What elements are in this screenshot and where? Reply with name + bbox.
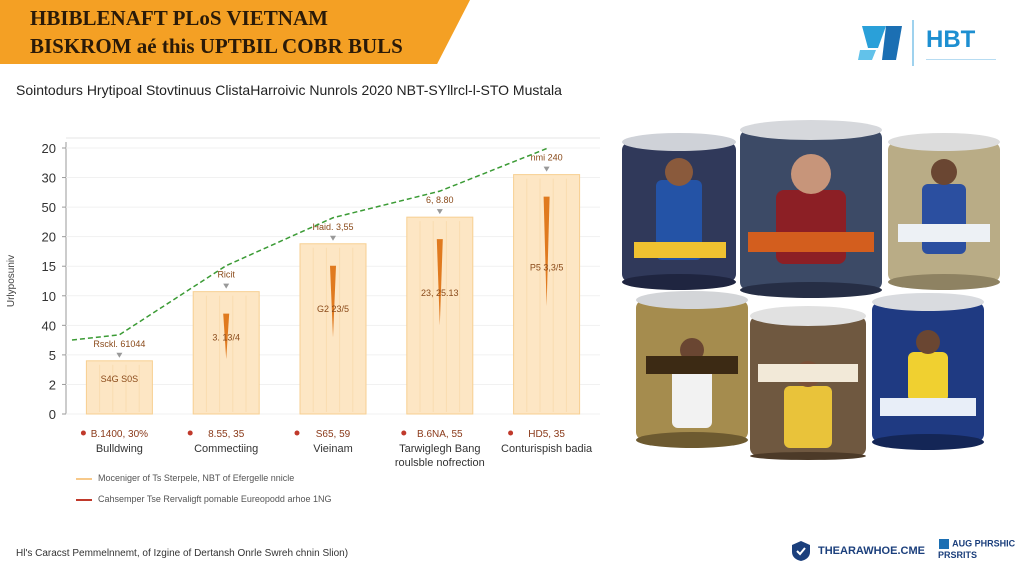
data-label: nmi 240 xyxy=(531,153,563,163)
data-label: Rsckl. 61044 xyxy=(93,339,145,349)
y-tick-label: 10 xyxy=(42,289,56,304)
chart-title: Sointodurs Hrytipoal Stovtinuus ClistaHa… xyxy=(16,82,562,98)
x-tick-label: Tarwiglegh Bang xyxy=(399,443,480,455)
header-banner xyxy=(0,0,470,64)
hbt-logo-icon xyxy=(858,20,914,66)
legend-swatch xyxy=(76,477,92,480)
x-tick-label: Commectiing xyxy=(194,443,258,455)
bottom-value-label: B.1400, 30% xyxy=(91,429,148,440)
y-tick-label: 15 xyxy=(42,259,56,274)
x-tick-label: Bulldwing xyxy=(96,443,143,455)
footer-brand2-text: AUG PHRSHIC PRSRITS xyxy=(938,538,1016,560)
data-label: Ricit xyxy=(217,270,235,280)
y-tick-label: 2 xyxy=(49,377,56,392)
legend-item-1: Moceniger of Ts Sterpele, NBT of Efergel… xyxy=(76,473,294,483)
legend-item-2: Cahsemper Tse Rervaligft pomable Eureopo… xyxy=(76,494,331,504)
legend-text: Moceniger of Ts Sterpele, NBT of Efergel… xyxy=(98,473,295,483)
can-2 xyxy=(740,120,882,298)
y-tick-label: 30 xyxy=(42,171,56,186)
shield-icon xyxy=(792,541,810,561)
can-1 xyxy=(622,133,736,290)
data-pointer xyxy=(116,352,123,358)
y-tick-label: 0 xyxy=(49,407,56,422)
y-tick-label: 5 xyxy=(49,348,56,363)
data-pointer xyxy=(543,166,550,172)
product-cans-image xyxy=(622,120,1000,460)
data-pointer xyxy=(436,209,443,215)
footer-brand-secondary: AUG PHRSHIC PRSRITS xyxy=(938,538,1024,561)
footer-caption: Hl's Caracst Pemmelnnemt, of Izgine of D… xyxy=(16,548,349,559)
y-tick-label: 50 xyxy=(42,200,56,215)
bar-marker xyxy=(543,196,550,307)
bottom-marker xyxy=(508,430,514,436)
data-pointer xyxy=(330,235,336,241)
banner-title: HBIBLENAFT PLoS VIETNAM xyxy=(30,6,328,30)
bar-inner-label: S4G S0S xyxy=(101,374,139,384)
bottom-marker xyxy=(80,430,86,436)
bottom-value-label: HD5, 35 xyxy=(528,429,565,440)
bottom-value-label: B.6NA, 55 xyxy=(417,429,463,440)
bottom-value-label: 8.55, 35 xyxy=(208,429,245,440)
can-5 xyxy=(750,306,866,460)
data-label: Haid. 3,55 xyxy=(312,222,353,232)
x-tick-label: Vieinam xyxy=(313,443,353,455)
bottom-marker xyxy=(401,430,407,436)
y-tick-label: 20 xyxy=(42,230,56,245)
data-pointer xyxy=(223,283,230,289)
legend-text: Cahsemper Tse Rervaligft pomable Eureopo… xyxy=(98,494,332,504)
footer-brand-text: THEARAWHOE.CME xyxy=(818,545,925,557)
bar xyxy=(85,360,153,415)
bottom-value-label: S65, 59 xyxy=(316,429,351,440)
bottom-marker xyxy=(294,430,300,436)
bar-inner-label: 3. 13/4 xyxy=(212,333,240,343)
data-label: 6, 8.80 xyxy=(426,195,454,205)
can-4 xyxy=(636,291,748,448)
logo-text: HBT xyxy=(926,26,976,53)
y-axis-label: Urlyposuniv xyxy=(6,255,17,307)
bar-marker xyxy=(436,239,443,326)
bar-marker xyxy=(223,313,230,359)
y-tick-label: 20 xyxy=(42,141,56,156)
x-tick-label: roulsble nofrection xyxy=(395,457,485,469)
x-tick-label: Conturispish badia xyxy=(501,443,593,455)
bar-inner-label: 23, 25.13 xyxy=(421,288,459,298)
footer-brand: THEARAWHOE.CME xyxy=(790,540,925,562)
bar-inner-label: G2 23/5 xyxy=(317,304,349,314)
y-tick-label: 40 xyxy=(42,318,56,333)
legend-swatch xyxy=(76,498,92,501)
can-3 xyxy=(888,133,1000,290)
hbt-logo: HBT —————————— xyxy=(856,18,1016,68)
trend-line xyxy=(71,147,547,341)
bar-marker xyxy=(330,265,336,338)
bottom-marker xyxy=(187,430,193,436)
square-logo-icon xyxy=(939,539,949,549)
banner-subtitle: BISKROM aé this UPTBIL COBR BULS xyxy=(30,34,403,58)
bar-inner-label: P5 3,3/5 xyxy=(530,262,564,272)
can-6 xyxy=(872,293,984,450)
logo-subtext: —————————— xyxy=(926,56,996,63)
